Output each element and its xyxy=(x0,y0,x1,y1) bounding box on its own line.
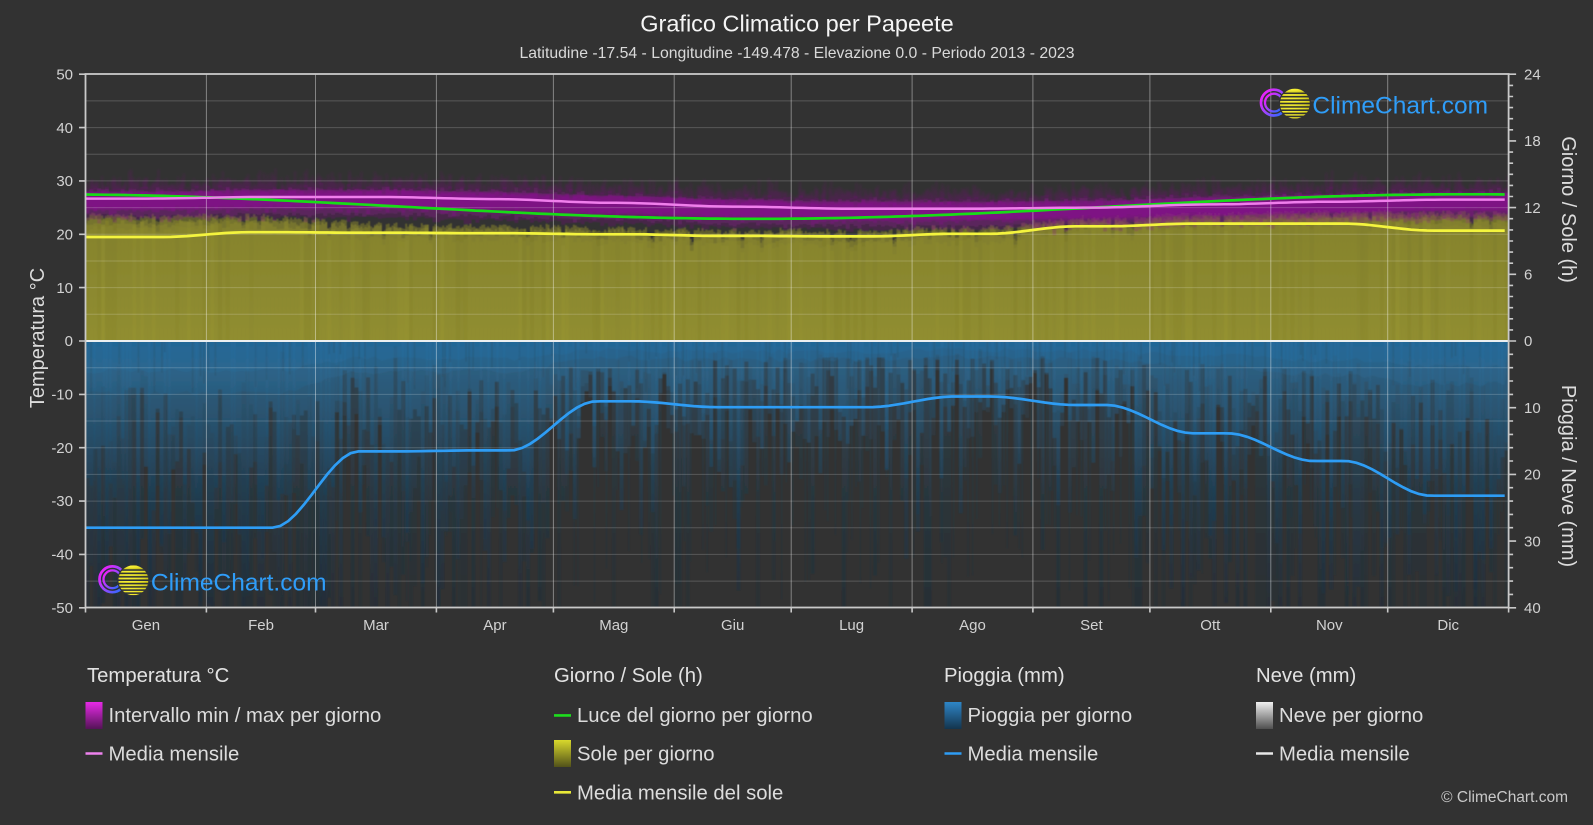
svg-text:Media mensile del sole: Media mensile del sole xyxy=(577,782,783,804)
svg-text:6: 6 xyxy=(1524,267,1532,284)
svg-text:Ott: Ott xyxy=(1200,617,1221,634)
svg-text:Mar: Mar xyxy=(363,617,389,634)
svg-text:Ago: Ago xyxy=(959,617,986,634)
svg-text:Temperatura °C: Temperatura °C xyxy=(87,665,229,687)
svg-text:Lug: Lug xyxy=(839,617,864,634)
svg-text:ClimeChart.com: ClimeChart.com xyxy=(151,569,327,596)
svg-text:Latitudine -17.54 - Longitudin: Latitudine -17.54 - Longitudine -149.478… xyxy=(519,45,1074,62)
svg-text:Pioggia (mm): Pioggia (mm) xyxy=(944,665,1065,687)
svg-text:30: 30 xyxy=(56,173,73,190)
svg-text:Luce del giorno per giorno: Luce del giorno per giorno xyxy=(577,705,813,727)
svg-text:Set: Set xyxy=(1080,617,1103,634)
svg-text:Giorno / Sole (h): Giorno / Sole (h) xyxy=(1557,136,1579,283)
svg-text:Nov: Nov xyxy=(1316,617,1343,634)
svg-text:Media mensile: Media mensile xyxy=(968,744,1099,766)
svg-text:Gen: Gen xyxy=(132,617,160,634)
svg-text:30: 30 xyxy=(1524,533,1541,550)
svg-text:Mag: Mag xyxy=(599,617,628,634)
svg-text:10: 10 xyxy=(1524,400,1541,417)
svg-text:50: 50 xyxy=(56,67,73,84)
svg-text:18: 18 xyxy=(1524,133,1541,150)
svg-text:40: 40 xyxy=(56,120,73,137)
svg-text:Neve per giorno: Neve per giorno xyxy=(1279,705,1423,727)
svg-text:12: 12 xyxy=(1524,200,1541,217)
svg-text:Giorno / Sole (h): Giorno / Sole (h) xyxy=(554,665,703,687)
svg-text:-40: -40 xyxy=(51,547,73,564)
svg-text:Pioggia / Neve (mm): Pioggia / Neve (mm) xyxy=(1557,385,1579,567)
svg-text:Feb: Feb xyxy=(248,617,274,634)
svg-text:-20: -20 xyxy=(51,440,73,457)
svg-text:© ClimeChart.com: © ClimeChart.com xyxy=(1441,789,1568,806)
svg-text:ClimeChart.com: ClimeChart.com xyxy=(1312,93,1488,120)
svg-text:Pioggia per giorno: Pioggia per giorno xyxy=(968,705,1133,727)
svg-text:Intervallo min / max per giorn: Intervallo min / max per giorno xyxy=(109,705,382,727)
svg-text:-10: -10 xyxy=(51,387,73,404)
svg-text:Apr: Apr xyxy=(483,617,506,634)
svg-text:Media mensile: Media mensile xyxy=(109,744,240,766)
svg-text:0: 0 xyxy=(65,333,73,350)
svg-text:40: 40 xyxy=(1524,600,1541,617)
svg-text:Neve (mm): Neve (mm) xyxy=(1256,665,1356,687)
svg-text:Dic: Dic xyxy=(1437,617,1459,634)
svg-text:0: 0 xyxy=(1524,333,1532,350)
svg-text:-50: -50 xyxy=(51,600,73,617)
svg-text:-30: -30 xyxy=(51,493,73,510)
svg-text:20: 20 xyxy=(56,227,73,244)
svg-text:Sole per giorno: Sole per giorno xyxy=(577,744,715,766)
svg-text:24: 24 xyxy=(1524,67,1541,84)
svg-text:20: 20 xyxy=(1524,467,1541,484)
svg-text:Temperatura °C: Temperatura °C xyxy=(27,268,49,408)
svg-text:Media mensile: Media mensile xyxy=(1279,744,1410,766)
svg-text:Grafico Climatico per Papeete: Grafico Climatico per Papeete xyxy=(640,11,953,37)
svg-text:10: 10 xyxy=(56,280,73,297)
svg-text:Giu: Giu xyxy=(721,617,744,634)
